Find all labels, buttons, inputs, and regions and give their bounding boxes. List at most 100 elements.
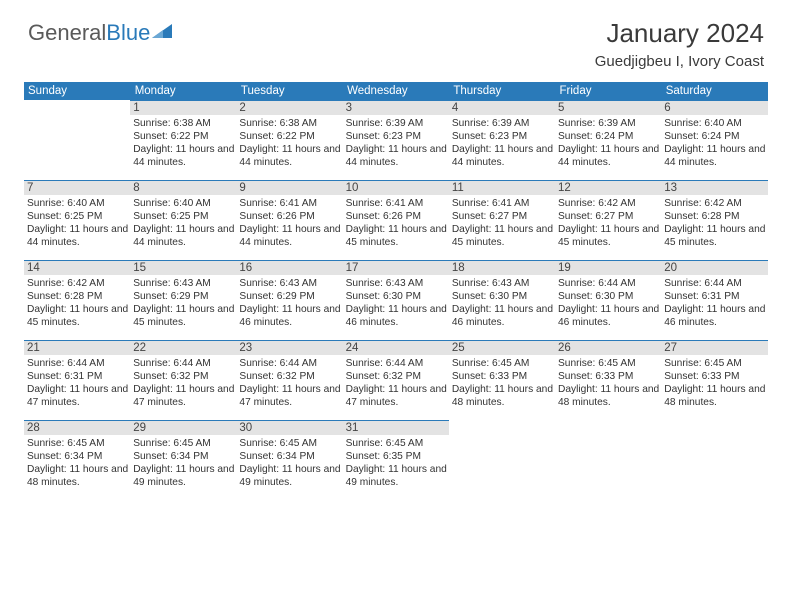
day-number: 29 <box>130 420 236 435</box>
page-title: January 2024 <box>595 18 764 49</box>
day-data: Sunrise: 6:43 AMSunset: 6:29 PMDaylight:… <box>236 275 342 331</box>
calendar-cell: 29Sunrise: 6:45 AMSunset: 6:34 PMDayligh… <box>130 420 236 500</box>
day-data: Sunrise: 6:40 AMSunset: 6:24 PMDaylight:… <box>661 115 767 171</box>
day-data: Sunrise: 6:43 AMSunset: 6:29 PMDaylight:… <box>130 275 236 331</box>
day-header: Monday <box>130 82 236 100</box>
brand-logo: GeneralBlue <box>28 18 172 46</box>
day-number: 10 <box>343 180 449 195</box>
day-data: Sunrise: 6:41 AMSunset: 6:27 PMDaylight:… <box>449 195 555 251</box>
day-header: Wednesday <box>343 82 449 100</box>
day-data: Sunrise: 6:42 AMSunset: 6:28 PMDaylight:… <box>661 195 767 251</box>
calendar-cell: 27Sunrise: 6:45 AMSunset: 6:33 PMDayligh… <box>661 340 767 420</box>
brand-part2: Blue <box>106 20 150 45</box>
calendar-cell <box>555 420 661 500</box>
day-number: 8 <box>130 180 236 195</box>
calendar-cell: 15Sunrise: 6:43 AMSunset: 6:29 PMDayligh… <box>130 260 236 340</box>
calendar-cell: 7Sunrise: 6:40 AMSunset: 6:25 PMDaylight… <box>24 180 130 260</box>
day-number: 26 <box>555 340 661 355</box>
calendar-cell: 2Sunrise: 6:38 AMSunset: 6:22 PMDaylight… <box>236 100 342 180</box>
calendar-cell: 20Sunrise: 6:44 AMSunset: 6:31 PMDayligh… <box>661 260 767 340</box>
day-data: Sunrise: 6:44 AMSunset: 6:31 PMDaylight:… <box>661 275 767 331</box>
calendar-cell: 17Sunrise: 6:43 AMSunset: 6:30 PMDayligh… <box>343 260 449 340</box>
calendar-cell: 5Sunrise: 6:39 AMSunset: 6:24 PMDaylight… <box>555 100 661 180</box>
calendar-row: 7Sunrise: 6:40 AMSunset: 6:25 PMDaylight… <box>24 180 768 260</box>
day-header: Friday <box>555 82 661 100</box>
calendar-cell: 26Sunrise: 6:45 AMSunset: 6:33 PMDayligh… <box>555 340 661 420</box>
day-number: 1 <box>130 100 236 115</box>
calendar-cell: 9Sunrise: 6:41 AMSunset: 6:26 PMDaylight… <box>236 180 342 260</box>
day-data: Sunrise: 6:40 AMSunset: 6:25 PMDaylight:… <box>130 195 236 251</box>
day-data: Sunrise: 6:44 AMSunset: 6:32 PMDaylight:… <box>236 355 342 411</box>
day-number: 17 <box>343 260 449 275</box>
day-number: 7 <box>24 180 130 195</box>
calendar-cell: 28Sunrise: 6:45 AMSunset: 6:34 PMDayligh… <box>24 420 130 500</box>
day-number: 28 <box>24 420 130 435</box>
calendar-cell: 22Sunrise: 6:44 AMSunset: 6:32 PMDayligh… <box>130 340 236 420</box>
day-number: 31 <box>343 420 449 435</box>
day-data: Sunrise: 6:39 AMSunset: 6:24 PMDaylight:… <box>555 115 661 171</box>
day-number: 12 <box>555 180 661 195</box>
calendar-cell: 25Sunrise: 6:45 AMSunset: 6:33 PMDayligh… <box>449 340 555 420</box>
day-data: Sunrise: 6:41 AMSunset: 6:26 PMDaylight:… <box>236 195 342 251</box>
calendar-cell <box>24 100 130 180</box>
calendar-cell: 12Sunrise: 6:42 AMSunset: 6:27 PMDayligh… <box>555 180 661 260</box>
calendar-cell: 6Sunrise: 6:40 AMSunset: 6:24 PMDaylight… <box>661 100 767 180</box>
calendar-cell: 3Sunrise: 6:39 AMSunset: 6:23 PMDaylight… <box>343 100 449 180</box>
day-number: 16 <box>236 260 342 275</box>
day-number: 19 <box>555 260 661 275</box>
day-number: 15 <box>130 260 236 275</box>
day-data: Sunrise: 6:42 AMSunset: 6:27 PMDaylight:… <box>555 195 661 251</box>
calendar-cell: 4Sunrise: 6:39 AMSunset: 6:23 PMDaylight… <box>449 100 555 180</box>
calendar-cell: 19Sunrise: 6:44 AMSunset: 6:30 PMDayligh… <box>555 260 661 340</box>
page-header: January 2024 Guedjigbeu I, Ivory Coast <box>595 18 764 70</box>
day-number: 3 <box>343 100 449 115</box>
day-number: 14 <box>24 260 130 275</box>
brand-triangle-icon <box>152 18 172 44</box>
day-number: 27 <box>661 340 767 355</box>
calendar-cell: 10Sunrise: 6:41 AMSunset: 6:26 PMDayligh… <box>343 180 449 260</box>
day-data: Sunrise: 6:44 AMSunset: 6:30 PMDaylight:… <box>555 275 661 331</box>
day-data: Sunrise: 6:45 AMSunset: 6:34 PMDaylight:… <box>24 435 130 491</box>
day-header: Tuesday <box>236 82 342 100</box>
day-data: Sunrise: 6:40 AMSunset: 6:25 PMDaylight:… <box>24 195 130 251</box>
day-number: 13 <box>661 180 767 195</box>
day-number: 9 <box>236 180 342 195</box>
calendar-cell: 8Sunrise: 6:40 AMSunset: 6:25 PMDaylight… <box>130 180 236 260</box>
day-data: Sunrise: 6:45 AMSunset: 6:34 PMDaylight:… <box>130 435 236 491</box>
brand-part1: General <box>28 20 106 45</box>
calendar-table: SundayMondayTuesdayWednesdayThursdayFrid… <box>24 82 768 500</box>
day-data: Sunrise: 6:39 AMSunset: 6:23 PMDaylight:… <box>449 115 555 171</box>
day-header: Saturday <box>661 82 767 100</box>
day-data: Sunrise: 6:44 AMSunset: 6:32 PMDaylight:… <box>343 355 449 411</box>
day-number: 23 <box>236 340 342 355</box>
day-data: Sunrise: 6:45 AMSunset: 6:33 PMDaylight:… <box>449 355 555 411</box>
day-data: Sunrise: 6:44 AMSunset: 6:32 PMDaylight:… <box>130 355 236 411</box>
day-number: 25 <box>449 340 555 355</box>
calendar-cell: 18Sunrise: 6:43 AMSunset: 6:30 PMDayligh… <box>449 260 555 340</box>
calendar-cell: 30Sunrise: 6:45 AMSunset: 6:34 PMDayligh… <box>236 420 342 500</box>
day-data: Sunrise: 6:38 AMSunset: 6:22 PMDaylight:… <box>130 115 236 171</box>
day-number: 5 <box>555 100 661 115</box>
calendar-row: 14Sunrise: 6:42 AMSunset: 6:28 PMDayligh… <box>24 260 768 340</box>
day-number: 30 <box>236 420 342 435</box>
day-data: Sunrise: 6:42 AMSunset: 6:28 PMDaylight:… <box>24 275 130 331</box>
day-data: Sunrise: 6:43 AMSunset: 6:30 PMDaylight:… <box>343 275 449 331</box>
day-number: 2 <box>236 100 342 115</box>
day-data: Sunrise: 6:43 AMSunset: 6:30 PMDaylight:… <box>449 275 555 331</box>
day-data: Sunrise: 6:45 AMSunset: 6:34 PMDaylight:… <box>236 435 342 491</box>
calendar-cell: 21Sunrise: 6:44 AMSunset: 6:31 PMDayligh… <box>24 340 130 420</box>
day-data: Sunrise: 6:45 AMSunset: 6:35 PMDaylight:… <box>343 435 449 491</box>
day-data: Sunrise: 6:45 AMSunset: 6:33 PMDaylight:… <box>555 355 661 411</box>
calendar-cell: 24Sunrise: 6:44 AMSunset: 6:32 PMDayligh… <box>343 340 449 420</box>
day-data: Sunrise: 6:45 AMSunset: 6:33 PMDaylight:… <box>661 355 767 411</box>
calendar-cell <box>449 420 555 500</box>
day-number: 24 <box>343 340 449 355</box>
day-number: 20 <box>661 260 767 275</box>
calendar-cell <box>661 420 767 500</box>
calendar-cell: 11Sunrise: 6:41 AMSunset: 6:27 PMDayligh… <box>449 180 555 260</box>
day-data: Sunrise: 6:39 AMSunset: 6:23 PMDaylight:… <box>343 115 449 171</box>
day-header: Sunday <box>24 82 130 100</box>
calendar-row: 21Sunrise: 6:44 AMSunset: 6:31 PMDayligh… <box>24 340 768 420</box>
calendar-row: 1Sunrise: 6:38 AMSunset: 6:22 PMDaylight… <box>24 100 768 180</box>
calendar-cell: 31Sunrise: 6:45 AMSunset: 6:35 PMDayligh… <box>343 420 449 500</box>
